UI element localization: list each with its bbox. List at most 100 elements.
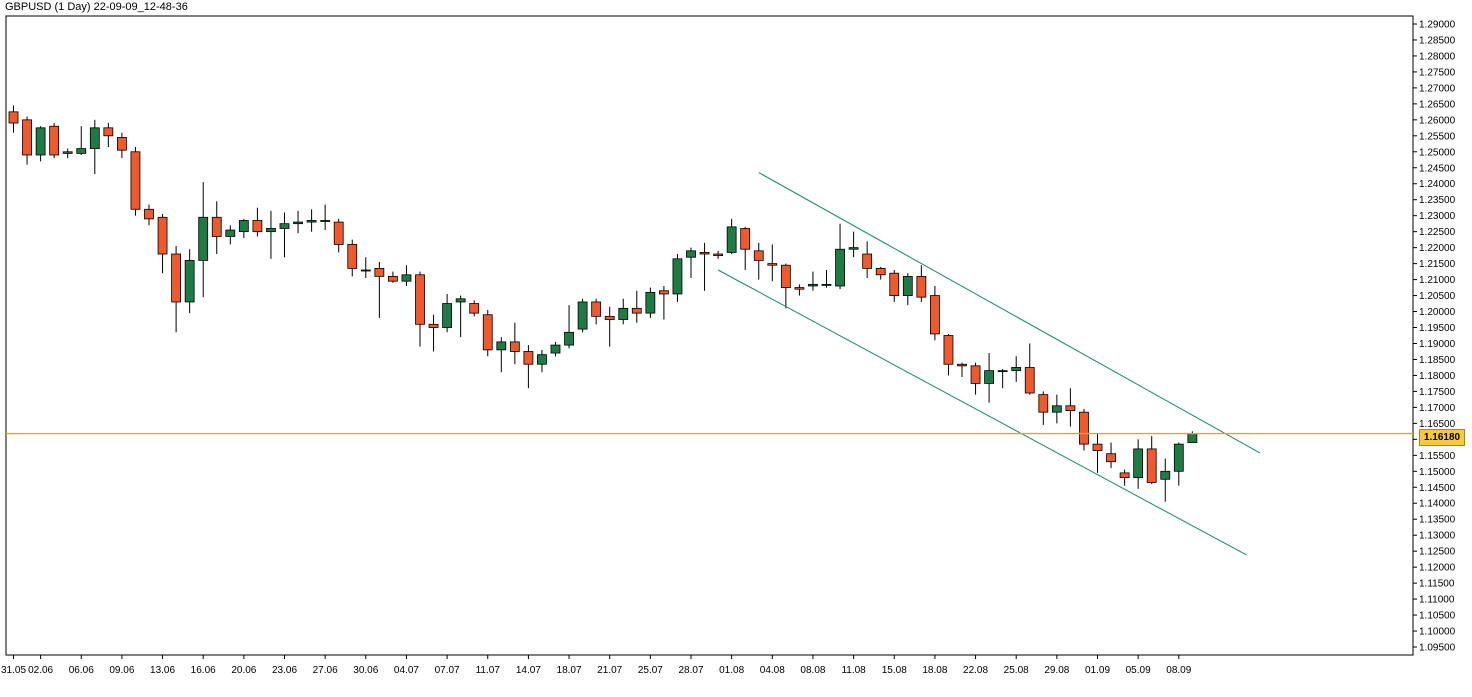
x-tick-label: 29.08 [1044, 665, 1069, 676]
x-tick-label: 01.08 [719, 665, 744, 676]
bull-candle-body [35, 127, 46, 156]
price-axis: 1.29000 1.28500 1.28000 1.27500 1.27000 1.265… [1413, 19, 1456, 654]
y-tick-label: 1.13000 [1419, 531, 1456, 542]
bull-candle-body [1160, 470, 1171, 480]
bear-candle-body [604, 315, 615, 320]
bear-candle-body [117, 137, 127, 151]
y-tick-label: 1.11000 [1419, 595, 1455, 606]
candle [1173, 442, 1184, 486]
candle [916, 265, 927, 302]
bear-candle-body [157, 216, 168, 255]
candle [496, 337, 507, 373]
candle [252, 207, 263, 237]
x-tick-label: 16.06 [191, 665, 216, 676]
bear-candle-body [753, 250, 764, 261]
y-tick-label: 1.28000 [1419, 51, 1456, 62]
candle [808, 271, 818, 291]
candle [401, 265, 412, 286]
candle [1065, 388, 1076, 427]
bull-candle-body [848, 247, 859, 250]
time-axis: 31.05 02.06 06.06 09.06 13.06 16.06 20.06 23.06… [1, 655, 1192, 676]
bear-candle-body [482, 314, 493, 351]
candle [279, 212, 290, 258]
bear-candle-body [930, 295, 940, 335]
x-tick-label: 06.06 [69, 665, 94, 676]
bear-candle-body [699, 252, 710, 255]
bull-candle-body [62, 151, 73, 154]
candle [89, 119, 100, 175]
bear-candle-body [713, 253, 723, 257]
y-tick-label: 1.09500 [1419, 643, 1456, 654]
x-tick-label: 02.06 [28, 665, 53, 676]
y-tick-label: 1.29000 [1419, 19, 1456, 30]
y-tick-label: 1.14500 [1419, 483, 1456, 494]
candle [144, 204, 154, 226]
y-tick-label: 1.18000 [1419, 371, 1456, 382]
candle [198, 182, 209, 298]
candle [659, 285, 669, 320]
bull-candle-body [225, 229, 236, 237]
y-tick-label: 1.22000 [1419, 243, 1456, 254]
candle [238, 218, 249, 239]
bear-candle-body [862, 253, 873, 269]
bear-candle-body [659, 290, 669, 295]
bear-candle-body [374, 268, 385, 277]
candle [347, 239, 358, 277]
candle [848, 231, 859, 258]
bull-candle-body [1133, 448, 1144, 479]
bear-candle-body [1079, 411, 1089, 445]
bear-candle-body [509, 341, 520, 352]
candle [930, 285, 940, 341]
candle [482, 309, 493, 357]
candle [130, 146, 141, 216]
x-tick-label: 13.06 [150, 665, 175, 676]
bull-candle-body [1051, 405, 1062, 413]
bear-candle-body [49, 125, 60, 156]
bull-candle-body [184, 260, 195, 303]
bull-candle-body [577, 301, 588, 330]
bear-candle-body [171, 253, 182, 303]
candle [537, 349, 547, 373]
x-tick-label: 01.09 [1085, 665, 1110, 676]
bear-candle-body [252, 220, 263, 233]
candle [211, 201, 222, 255]
bull-candle-body [238, 220, 249, 233]
x-tick-label: 21.07 [597, 665, 622, 676]
x-tick-label: 22.08 [963, 665, 988, 676]
candle [184, 249, 195, 314]
x-tick-label: 14.07 [516, 665, 541, 676]
y-tick-label: 1.20000 [1419, 307, 1456, 318]
candle [1119, 469, 1130, 486]
bear-candle-body [469, 303, 480, 314]
bull-candle-body [808, 283, 818, 287]
y-tick-label: 1.26000 [1419, 115, 1456, 126]
y-tick-label: 1.15500 [1419, 451, 1456, 462]
bull-candle-body [1173, 443, 1184, 472]
y-tick-label: 1.12500 [1419, 547, 1456, 558]
bull-candle-body [442, 303, 453, 328]
bull-candle-body [76, 148, 87, 154]
x-tick-label: 11.07 [476, 665, 501, 676]
bear-candle-body [523, 351, 534, 365]
candle [428, 314, 439, 352]
bear-candle-body [1065, 405, 1076, 411]
candle [984, 353, 994, 403]
y-tick-label: 1.12000 [1419, 563, 1456, 574]
candle [293, 210, 303, 234]
y-tick-label: 1.20500 [1419, 291, 1456, 302]
candle [35, 126, 46, 162]
bear-candle-body [740, 228, 751, 250]
candles [8, 105, 1198, 502]
candle [794, 284, 805, 296]
candle [62, 148, 73, 159]
channel-line-lower [717, 269, 1247, 556]
bull-candle-body [306, 220, 317, 223]
bull-candle-body [401, 274, 412, 282]
bull-candle-body [198, 216, 209, 261]
bear-candle-body [875, 268, 886, 276]
candle [1024, 343, 1035, 395]
chart-frame [5, 15, 1414, 656]
x-tick-label: 08.08 [800, 665, 825, 676]
candle [1038, 391, 1049, 425]
